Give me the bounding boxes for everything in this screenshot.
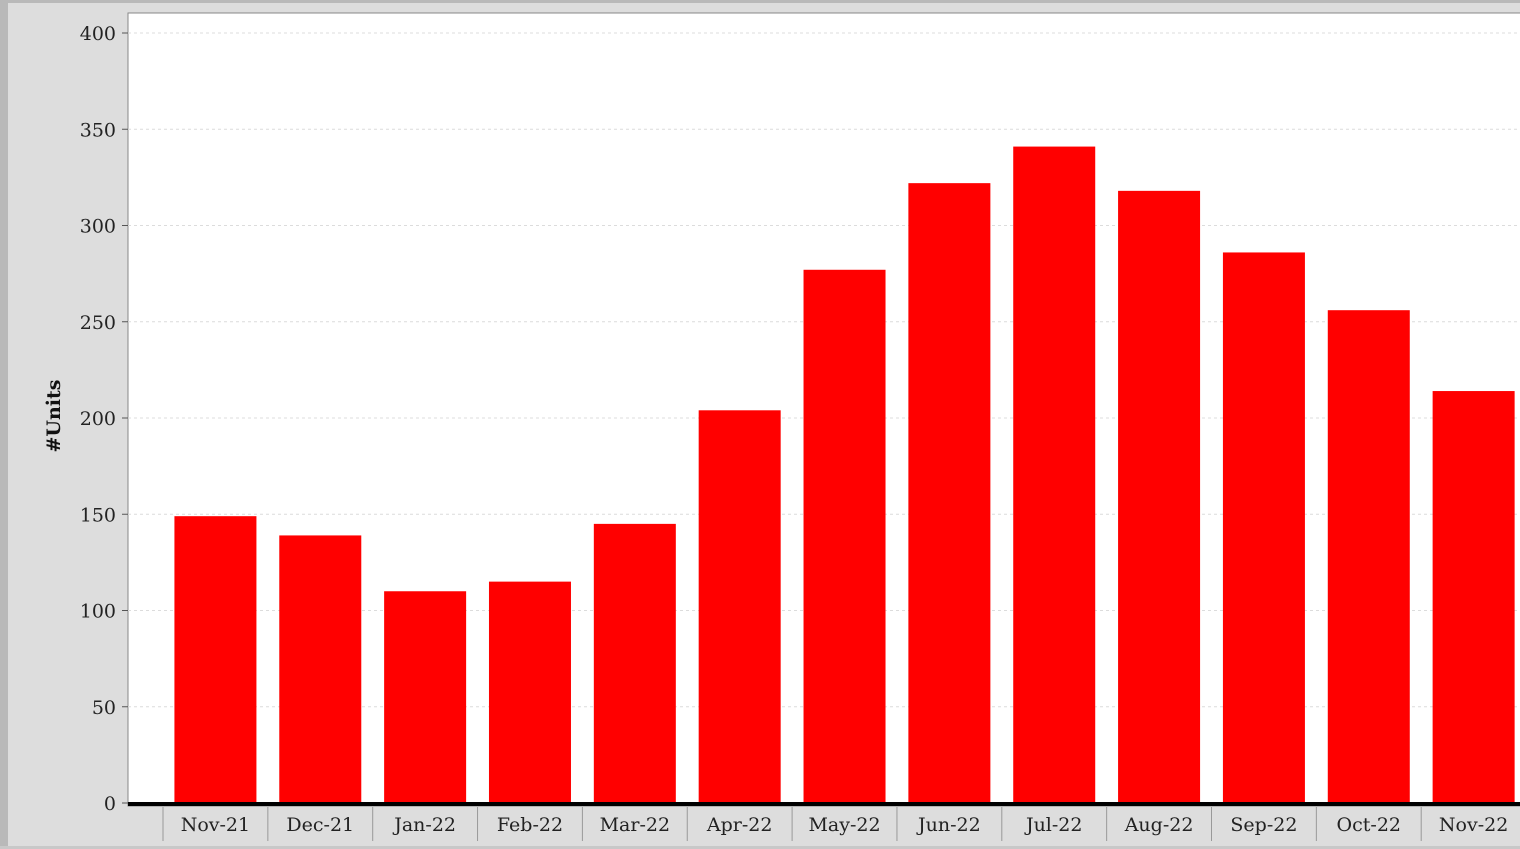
y-axis-ticks: 0 50 100 150 200 250 300 350 400 — [80, 23, 128, 815]
bar-nov-21 — [174, 516, 257, 803]
bar-jun-22 — [908, 183, 991, 803]
bar-sep-22 — [1222, 252, 1305, 803]
bar-chart: 0 50 100 150 200 250 300 350 400 Nov-21 Dec-21 Jan… — [43, 12, 1520, 841]
bar-oct-22 — [1327, 310, 1410, 803]
bar-feb-22 — [488, 581, 571, 803]
x-tick-label: Jan-22 — [392, 814, 456, 836]
x-tick-label: Aug-22 — [1124, 814, 1194, 836]
x-tick-label: Jul-22 — [1024, 814, 1083, 836]
y-tick-label: 300 — [80, 216, 116, 238]
bar-mar-22 — [593, 523, 676, 803]
x-tick-label: Nov-21 — [181, 814, 250, 836]
bar-may-22 — [803, 269, 886, 803]
bars — [174, 146, 1515, 804]
y-tick-label: 0 — [104, 793, 116, 815]
x-axis-ticks: Nov-21 Dec-21 Jan-22 Feb-22 Mar-22 Apr-22 May-… — [162, 807, 1508, 841]
x-tick-label: Dec-21 — [286, 814, 354, 836]
y-tick-label: 50 — [92, 697, 116, 719]
bar-apr-22 — [698, 410, 781, 803]
bar-dec-21 — [279, 535, 362, 803]
x-tick-label: Mar-22 — [600, 814, 670, 836]
bar-jul-22 — [1013, 146, 1096, 803]
y-tick-label: 350 — [80, 119, 116, 141]
y-tick-label: 200 — [80, 408, 116, 430]
y-tick-label: 250 — [80, 312, 116, 334]
bar-jan-22 — [384, 591, 467, 803]
x-tick-label: Nov-22 — [1439, 814, 1508, 836]
y-tick-label: 150 — [80, 504, 116, 526]
y-tick-label: 400 — [80, 23, 116, 45]
y-tick-label: 100 — [80, 601, 116, 623]
x-tick-label: Sep-22 — [1230, 814, 1297, 836]
y-axis-label: #Units — [43, 380, 65, 453]
bar-nov-22 — [1432, 391, 1515, 803]
x-tick-label: Feb-22 — [497, 814, 563, 836]
x-tick-label: May-22 — [808, 814, 880, 836]
x-tick-label: Oct-22 — [1337, 814, 1401, 836]
x-tick-label: Apr-22 — [706, 814, 773, 836]
bar-aug-22 — [1118, 190, 1201, 804]
x-tick-label: Jun-22 — [916, 814, 981, 836]
